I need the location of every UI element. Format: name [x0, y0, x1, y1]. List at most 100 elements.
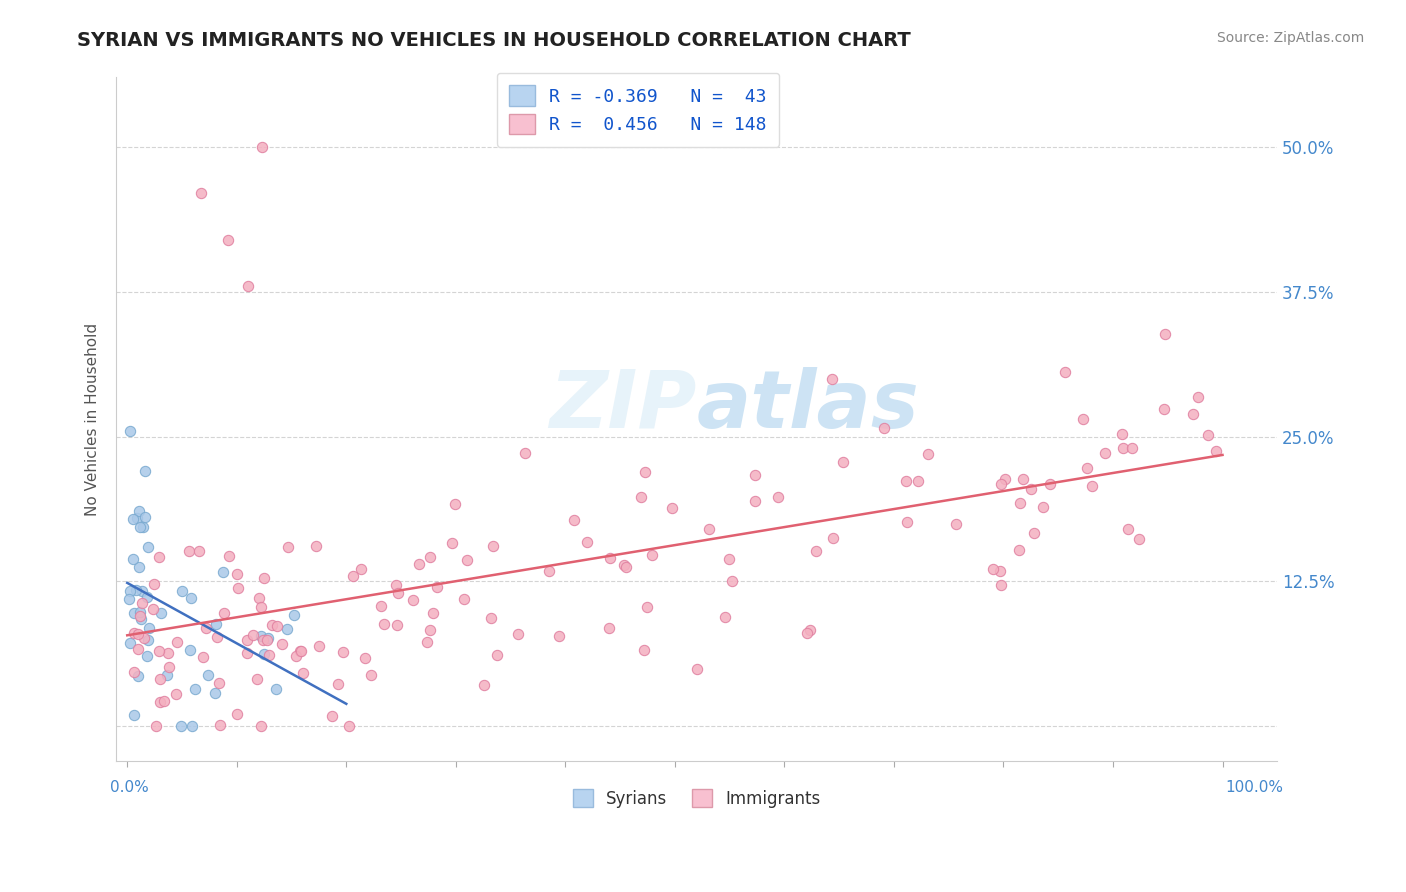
Point [180, 591, 202, 605]
Point [633, 643, 655, 657]
Point [128, 605, 150, 619]
Point [122, 626, 145, 640]
Point [166, 635, 188, 649]
Point [350, 562, 373, 576]
Point [208, 676, 231, 690]
Point [122, 707, 145, 722]
Point [1008, 543, 1031, 558]
Point [127, 510, 149, 524]
Point [907, 474, 929, 488]
Point [190, 186, 212, 201]
Point [136, 540, 159, 554]
Point [256, 631, 278, 645]
Point [218, 549, 240, 563]
Point [134, 464, 156, 478]
Point [238, 279, 260, 293]
Point [721, 574, 744, 588]
Point [832, 455, 855, 469]
Point [118, 636, 141, 650]
Point [796, 626, 818, 640]
Point [714, 610, 737, 624]
Point [131, 584, 153, 599]
Text: 0.0%: 0.0% [111, 780, 149, 796]
Point [235, 632, 257, 647]
Point [1039, 477, 1062, 491]
Text: ZIP: ZIP [550, 367, 697, 444]
Point [134, 510, 156, 524]
Point [426, 580, 449, 594]
Point [148, 695, 170, 709]
Point [515, 446, 537, 460]
Point [387, 586, 409, 600]
Point [204, 686, 226, 700]
Point [894, 474, 917, 488]
Point [148, 644, 170, 658]
Point [766, 490, 789, 504]
Point [873, 421, 896, 435]
Point [290, 644, 312, 658]
Point [1071, 411, 1094, 425]
Point [127, 627, 149, 641]
Point [236, 646, 259, 660]
Point [131, 596, 153, 610]
Point [191, 649, 214, 664]
Point [132, 520, 155, 534]
Point [226, 707, 249, 722]
Point [1094, 446, 1116, 460]
Point [122, 512, 145, 526]
Point [685, 662, 707, 676]
Point [994, 472, 1017, 486]
Point [988, 564, 1011, 578]
Point [634, 465, 657, 479]
Point [1153, 401, 1175, 416]
Point [118, 424, 141, 438]
Point [823, 531, 845, 545]
Point [149, 672, 172, 686]
Point [124, 606, 146, 620]
Point [614, 560, 637, 574]
Point [990, 477, 1012, 491]
Point [165, 687, 187, 701]
Point [226, 566, 249, 581]
Point [354, 650, 377, 665]
Point [253, 571, 276, 585]
Point [472, 678, 495, 692]
Point [896, 515, 918, 529]
Point [157, 660, 180, 674]
Point [1187, 390, 1209, 404]
Point [1080, 478, 1102, 492]
Point [153, 694, 176, 708]
Point [148, 549, 170, 564]
Point [290, 644, 312, 658]
Point [247, 591, 270, 605]
Point [308, 639, 330, 653]
Point [1024, 525, 1046, 540]
Point [981, 561, 1004, 575]
Point [360, 668, 382, 682]
Point [321, 709, 343, 723]
Text: atlas: atlas [697, 367, 920, 444]
Point [697, 522, 720, 536]
Point [1019, 482, 1042, 496]
Point [260, 617, 283, 632]
Point [305, 539, 328, 553]
Point [266, 682, 288, 697]
Point [181, 719, 204, 733]
Point [184, 681, 207, 696]
Point [506, 627, 529, 641]
Point [127, 669, 149, 683]
Point [337, 719, 360, 733]
Point [208, 718, 231, 732]
Point [250, 140, 273, 154]
Point [129, 612, 152, 626]
Point [744, 494, 766, 508]
Point [562, 513, 585, 527]
Point [211, 566, 233, 580]
Y-axis label: No Vehicles in Household: No Vehicles in Household [86, 323, 100, 516]
Point [440, 536, 463, 550]
Point [1008, 496, 1031, 510]
Point [481, 539, 503, 553]
Point [118, 591, 141, 606]
Point [157, 647, 180, 661]
Point [373, 616, 395, 631]
